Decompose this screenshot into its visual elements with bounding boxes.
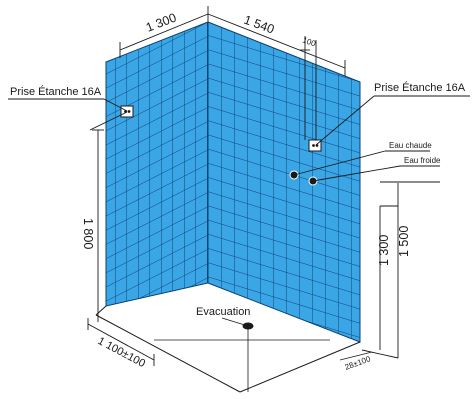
label-drain: Evacuation — [196, 306, 250, 318]
left-wall — [105, 21, 209, 307]
right-socket-leader — [315, 95, 470, 146]
dim-wall-height: 1 800 — [81, 218, 95, 249]
left-socket-leader — [8, 98, 128, 131]
right-socket-icon — [308, 139, 322, 152]
dim-floor-right: 28±100 — [344, 354, 373, 372]
dim-wall-right-width: 1 540 — [242, 13, 276, 37]
dim-water-height: 1 300 — [377, 235, 391, 266]
dim-wall-left-width: 1 300 — [144, 11, 178, 35]
right-height-dimensions — [361, 181, 440, 359]
top-dimension-lines — [119, 6, 346, 140]
floor-outline — [95, 305, 361, 393]
label-hot-water: Eau chaude — [389, 141, 432, 150]
dim-floor-left: 1 100±100 — [96, 335, 147, 370]
right-wall — [207, 21, 361, 343]
water-leaders — [293, 150, 440, 182]
left-socket-icon — [120, 105, 134, 118]
dim-socket-height: 1 500 — [397, 226, 411, 257]
dim-socket-offset: 100 — [301, 35, 317, 48]
floor-dimension-lines — [87, 318, 373, 366]
drain-leader — [221, 317, 249, 327]
label-socket-left: Prise Étanche 16A — [10, 85, 102, 98]
label-cold-water: Eau froide — [404, 156, 441, 165]
label-socket-right: Prise Étanche 16A — [374, 81, 466, 94]
left-height-dimension — [92, 129, 104, 322]
